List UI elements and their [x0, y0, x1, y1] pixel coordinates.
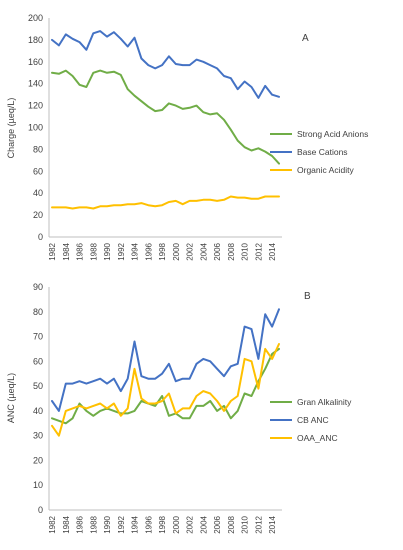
x-tick-label: 1998	[158, 242, 167, 260]
series-line-0	[51, 347, 280, 425]
x-tick-label: 2008	[227, 515, 236, 533]
legend: Gran Alkalinity CB ANC OAA_ANC	[270, 397, 352, 443]
legend-label: Gran Alkalinity	[297, 397, 352, 407]
x-tick-label: 2000	[172, 515, 181, 533]
x-tick-label: 1982	[48, 515, 57, 533]
y-tick-label: 70	[33, 332, 43, 342]
y-tick-label: 90	[33, 282, 43, 292]
x-tick-label: 1984	[62, 515, 71, 533]
y-tick-label: 100	[28, 123, 43, 133]
x-tick-label: 1986	[76, 515, 85, 533]
series-line-2	[51, 195, 280, 210]
x-tick-label: 2012	[254, 515, 263, 533]
y-tick-label: 60	[33, 166, 43, 176]
x-tick-label: 1984	[62, 242, 71, 260]
x-tick-label: 2002	[186, 242, 195, 260]
series-lines	[51, 308, 280, 437]
x-tick-label: 1990	[103, 242, 112, 260]
x-tick-label: 1994	[131, 515, 140, 533]
x-tick-label: 1990	[103, 515, 112, 533]
y-tick-label: 40	[33, 406, 43, 416]
series-line-0	[51, 69, 280, 165]
legend: Strong Acid Anions Base Cations Organic Ac…	[270, 129, 368, 175]
x-tick-label: 2008	[227, 242, 236, 260]
y-tick-labels: 0 10 20 30 40 50 60 70 80 90	[33, 282, 43, 515]
y-tick-label: 10	[33, 480, 43, 490]
y-tick-label: 30	[33, 431, 43, 441]
y-tick-label: 50	[33, 381, 43, 391]
y-tick-label: 80	[33, 144, 43, 154]
x-tick-label: 2006	[213, 515, 222, 533]
x-tick-label: 1988	[89, 515, 98, 533]
x-tick-label: 2010	[241, 515, 250, 533]
x-tick-label: 1994	[131, 242, 140, 260]
x-tick-label: 1996	[144, 515, 153, 533]
series-line-1	[51, 30, 280, 99]
x-tick-label: 2004	[199, 515, 208, 533]
y-tick-label: 20	[33, 455, 43, 465]
y-tick-label: 40	[33, 188, 43, 198]
y-axis-label: Charge (µeq/L)	[6, 98, 16, 159]
x-tick-label: 1992	[117, 242, 126, 260]
y-tick-label: 180	[28, 35, 43, 45]
x-tick-label: 2006	[213, 242, 222, 260]
y-tick-label: 0	[38, 505, 43, 515]
series-line-2	[51, 343, 280, 437]
y-tick-label: 60	[33, 356, 43, 366]
y-tick-label: 200	[28, 13, 43, 23]
x-tick-label: 1992	[117, 515, 126, 533]
legend-label: CB ANC	[297, 415, 329, 425]
chart-panel-a: Charge (µeq/L) A 0 20 40 60 80 100 120 140 160 18…	[6, 13, 368, 261]
y-tick-label: 120	[28, 101, 43, 111]
series-lines	[51, 30, 280, 210]
series-line-1	[51, 308, 280, 412]
x-tick-label: 1988	[89, 242, 98, 260]
legend-label: Base Cations	[297, 147, 348, 157]
x-tick-label: 2014	[268, 515, 277, 533]
x-tick-label: 1998	[158, 515, 167, 533]
legend-label: Strong Acid Anions	[297, 129, 368, 139]
x-tick-labels: 1982 1984 1986 1988 1990 1992 1994 1996 1998 2000…	[48, 242, 277, 260]
x-tick-label: 2004	[199, 242, 208, 260]
y-tick-label: 20	[33, 210, 43, 220]
x-tick-label: 2010	[241, 242, 250, 260]
x-tick-label: 2000	[172, 242, 181, 260]
x-tick-label: 1982	[48, 242, 57, 260]
y-axis-label: ANC (µeq/L)	[6, 373, 16, 423]
y-tick-label: 140	[28, 79, 43, 89]
legend-label: OAA_ANC	[297, 433, 338, 443]
y-tick-label: 0	[38, 232, 43, 242]
x-tick-label: 2012	[254, 242, 263, 260]
x-tick-label: 1996	[144, 242, 153, 260]
y-tick-label: 80	[33, 307, 43, 317]
panel-label: B	[304, 291, 311, 302]
y-tick-labels: 0 20 40 60 80 100 120 140 160 180 200	[28, 13, 43, 242]
x-tick-labels: 1982 1984 1986 1988 1990 1992 1994 1996 1998 2000…	[48, 515, 277, 533]
x-tick-label: 2002	[186, 515, 195, 533]
legend-label: Organic Acidity	[297, 165, 354, 175]
x-tick-label: 1986	[76, 242, 85, 260]
panel-label: A	[302, 33, 309, 44]
x-tick-label: 2014	[268, 242, 277, 260]
y-tick-label: 160	[28, 57, 43, 67]
